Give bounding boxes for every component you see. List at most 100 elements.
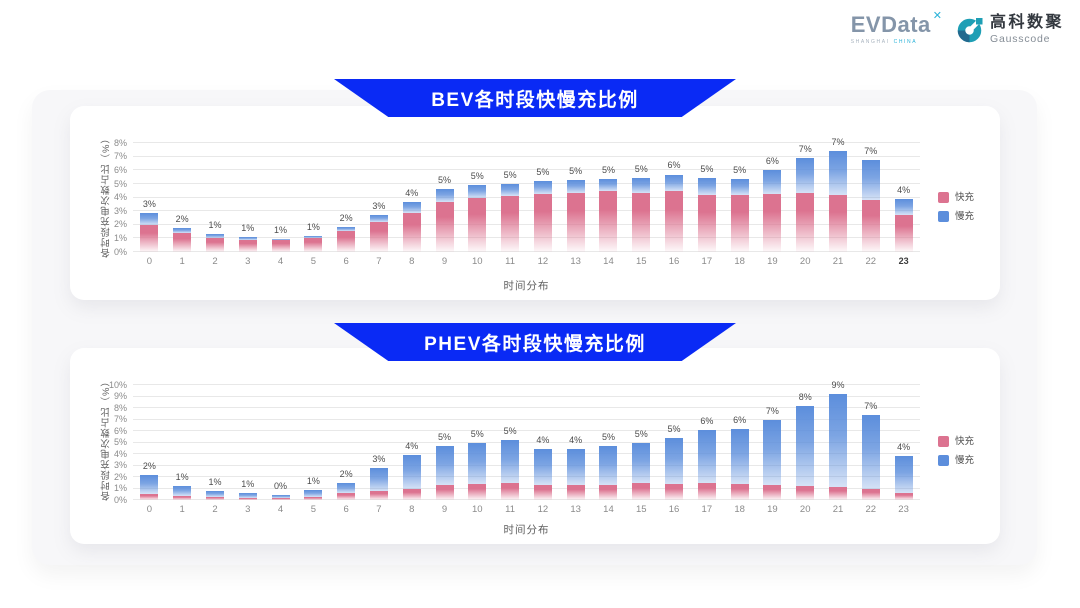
bar-group: 5% 9 [428,143,461,266]
bar-fast-segment [829,486,848,500]
bar-fast-segment [271,498,290,500]
bar-total-label: 5% [601,431,615,442]
y-axis-tick: 7% [113,151,127,162]
bar-group: 5% 14 [592,143,625,266]
bar-slow-segment [271,239,290,241]
bar-group: 6% 16 [658,143,691,266]
bar-group: 4% 8 [395,143,428,266]
bar-fast-segment [369,222,388,252]
bar-fast-segment [304,496,323,500]
bar-group: 2% 0 [133,385,166,514]
bar-fast-segment [402,213,421,252]
legend-swatch [938,455,949,466]
legend-swatch [938,192,949,203]
chart-card-bev: 各时段充电次数占比（%） 0% 1% 2% 3% 4% 5% 6% 7% 8% 3% 0 2% 1 1% 2… [70,106,1000,300]
bar-slow-segment [173,227,192,233]
bar-group: 6% 19 [756,143,789,266]
y-axis-tick: 2% [113,471,127,482]
y-axis-tick: 4% [113,192,127,203]
bar-fast-segment [173,495,192,500]
charts-panel: 各时段充电次数占比（%） 0% 1% 2% 3% 4% 5% 6% 7% 8% 3% 0 2% 1 1% 2… [32,90,1037,565]
evdata-x-icon: ✕ [932,10,942,22]
bar-group: 4% 23 [887,143,920,266]
bar-total-label: 5% [438,431,452,442]
y-axis-tick: 1% [113,232,127,243]
bar-fast-segment [599,485,618,500]
x-axis-tick: 5 [310,256,316,267]
x-axis-tick: 15 [635,504,647,515]
bar-group: 4% 8 [395,385,428,514]
bar-fast-segment [140,494,159,500]
bar-slow-segment [402,455,421,489]
bar-total-label: 9% [831,380,845,391]
bar-group: 5% 11 [494,143,527,266]
x-axis-tick: 10 [472,256,483,267]
bar-group: 2% 6 [330,143,363,266]
gridline [133,464,920,466]
bar-fast-segment [337,230,356,252]
bar-group: 5% 18 [723,143,756,266]
gridline [133,183,920,184]
bar-total-label: 7% [765,405,779,416]
bar-total-label: 4% [405,188,419,199]
bar-total-label: 5% [470,170,484,181]
bar-fast-segment [140,225,159,252]
gridline [133,441,920,443]
bar-total-label: 6% [667,160,681,171]
legend: 快充慢充 [938,436,974,466]
bar-slow-segment [369,215,388,223]
x-axis-title: 时间分布 [503,524,550,536]
bar-total-label: 5% [733,164,747,175]
bar-slow-segment [238,237,257,240]
x-axis-tick: 3 [245,256,251,267]
bar-fast-segment [632,192,651,252]
bar-fast-segment [501,483,520,500]
bar-total-label: 1% [175,472,189,483]
gridline [133,196,920,198]
x-axis-tick: 22 [865,504,877,515]
bar-group: 7% 20 [789,143,822,266]
gridline [133,155,920,157]
bar-total-label: 7% [831,137,845,148]
bar-group: 0% 4 [264,385,297,514]
x-axis-tick: 12 [537,504,549,515]
x-axis-tick: 13 [570,504,581,515]
y-axis-tick: 9% [113,391,127,401]
bar-group: 5% 13 [559,143,592,266]
x-axis-tick: 18 [734,504,745,515]
x-axis-tick: 23 [898,256,909,266]
x-axis-tick: 23 [898,504,909,515]
gridline [133,407,920,408]
x-axis-tick: 8 [409,256,415,267]
bar-slow-segment [205,234,224,238]
bar-slow-segment [337,482,356,494]
y-axis-tick: 5% [113,437,127,447]
bar-slow-segment [369,468,388,492]
bar-group: 2% 1 [166,143,199,266]
legend-item: 快充 [938,436,974,447]
y-axis-tick: 8% [113,402,127,413]
x-axis-tick: 10 [472,504,483,515]
bar-fast-segment [468,197,487,252]
legend-label: 慢充 [955,454,975,466]
bar-fast-segment [271,240,290,252]
bar-total-label: 0% [274,480,288,491]
y-axis-title: 各时段充电次数占比（%） [101,133,112,259]
bar-group: 1% 3 [231,143,264,266]
bar-slow-segment [894,198,913,216]
bar-total-label: 3% [372,454,386,465]
bar-fast-segment [369,491,388,500]
bar-fast-segment [632,482,651,500]
bar-fast-segment [894,493,913,500]
bar-total-label: 1% [274,225,288,236]
gridline [133,251,920,252]
bar-slow-segment [304,490,323,497]
bar-total-label: 8% [798,391,812,402]
gridline [133,499,920,500]
bar-slow-segment [533,448,552,486]
bar-group: 1% 5 [297,143,330,266]
bar-group: 5% 15 [625,143,658,266]
bar-slow-segment [501,184,520,197]
y-axis-tick: 0% [113,246,127,257]
bar-slow-segment [665,174,684,191]
